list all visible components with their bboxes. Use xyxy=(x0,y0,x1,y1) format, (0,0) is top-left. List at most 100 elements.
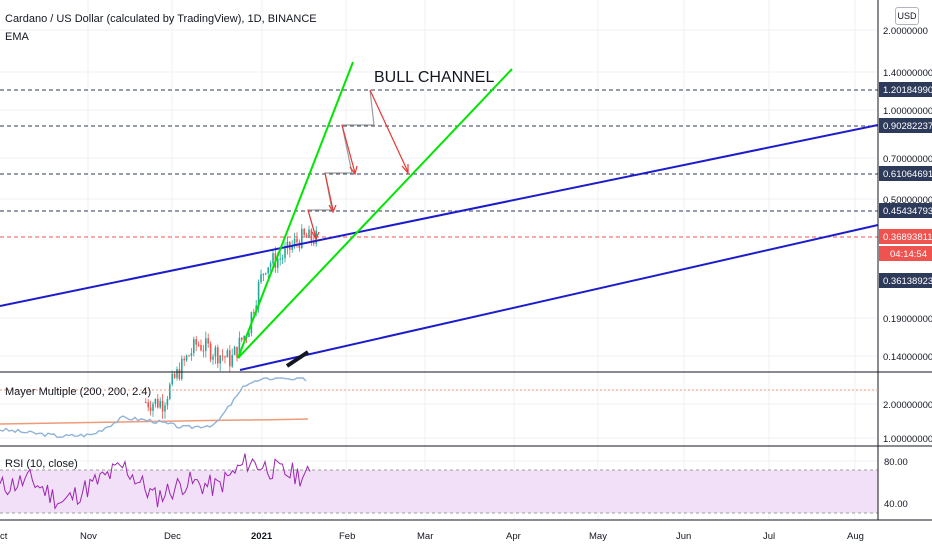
time-label: Dec xyxy=(164,531,181,542)
candle-body xyxy=(193,339,195,354)
candle-body xyxy=(236,346,238,358)
candle-body xyxy=(154,398,157,404)
candle-body xyxy=(253,312,255,314)
time-label: Aug xyxy=(847,531,864,542)
bull-channel-lower[interactable] xyxy=(237,68,513,359)
candle-body xyxy=(205,338,207,351)
chart-title[interactable]: Cardano / US Dollar (calculated by Tradi… xyxy=(5,13,317,25)
price-levels xyxy=(0,89,878,238)
candle-body xyxy=(178,369,181,379)
price-tag xyxy=(879,166,932,181)
trend-arrow-stub xyxy=(285,350,310,368)
candle-body xyxy=(296,238,298,243)
candle-body xyxy=(221,355,224,357)
candle-body xyxy=(161,400,164,412)
time-label: 2021 xyxy=(251,531,273,542)
candle-body xyxy=(284,248,286,259)
price-tag xyxy=(879,82,932,97)
grid xyxy=(0,0,878,520)
projection-up-path xyxy=(307,89,375,239)
mayer-tick: 1.00000000 xyxy=(883,434,932,445)
price-tag-label: 0.61064691 xyxy=(883,169,932,180)
candle-body xyxy=(269,263,272,268)
candle-body xyxy=(267,267,269,274)
price-tag xyxy=(879,203,932,218)
candle-body xyxy=(147,402,149,408)
rsi-tick: 40.00 xyxy=(884,499,908,510)
price-tick: 0.14000000 xyxy=(883,352,932,363)
mayer-pane-title[interactable]: Mayer Multiple (200, 200, 2.4) xyxy=(5,386,152,398)
candle-body xyxy=(224,356,226,358)
price-tick: 0.50000000 xyxy=(883,195,932,206)
candle-body xyxy=(145,402,147,404)
mayer-line xyxy=(0,377,307,438)
candle-body xyxy=(291,244,293,250)
time-label: Feb xyxy=(339,531,355,542)
price-tag-label: 0.36138923 xyxy=(883,276,932,287)
rsi-pane-title[interactable]: RSI (10, close) xyxy=(5,458,78,470)
candle-body xyxy=(260,274,262,282)
trend-line-upper[interactable] xyxy=(0,124,879,307)
price-tick: 0.19000000 xyxy=(883,314,932,325)
candle-body xyxy=(238,337,241,358)
candle-body xyxy=(243,335,245,340)
price-tick: 2.0000000 xyxy=(883,26,928,37)
time-label: Apr xyxy=(506,531,521,542)
candle-body xyxy=(219,355,221,364)
candle-body xyxy=(293,238,296,245)
price-tick: 1.40000000 xyxy=(883,68,932,79)
candle-body xyxy=(248,333,250,338)
time-axis[interactable]: ct Nov Dec 2021 Feb Mar Apr May Jun Jul … xyxy=(0,531,864,542)
candle-body xyxy=(152,403,154,411)
candle-body xyxy=(176,369,178,378)
candle-body xyxy=(173,373,176,378)
mayer-threshold-curve xyxy=(0,418,309,425)
trend-line-lower[interactable] xyxy=(239,224,879,371)
mayer-tick: 2.00000000 xyxy=(883,400,932,411)
candle-body xyxy=(303,228,305,235)
candle-body xyxy=(214,347,217,357)
candle-body xyxy=(279,258,281,260)
time-label: Mar xyxy=(417,531,433,542)
candle-body xyxy=(209,343,212,360)
candle-body xyxy=(200,344,202,351)
price-tick: 1.00000000 xyxy=(883,106,932,117)
time-label: Nov xyxy=(80,531,97,542)
candle-body xyxy=(171,373,173,385)
candle-body xyxy=(166,398,169,406)
price-tag-label: 1.20184990 xyxy=(883,85,932,96)
candle-body xyxy=(195,339,197,345)
candle-body xyxy=(181,358,183,379)
bull-channel-upper[interactable] xyxy=(237,61,354,359)
candle-body xyxy=(265,273,267,275)
candle-body xyxy=(217,347,219,364)
candle-body xyxy=(188,355,190,357)
time-label: Jul xyxy=(763,531,775,542)
rsi-line xyxy=(0,453,311,510)
candle-body xyxy=(157,398,159,408)
candle-body xyxy=(281,258,284,260)
candle-body xyxy=(169,384,171,399)
candle-body xyxy=(231,354,233,367)
time-label: ct xyxy=(0,531,8,542)
indicator-ema-label[interactable]: EMA xyxy=(5,31,29,43)
price-tick: 0.70000000 xyxy=(883,154,932,165)
candle-body xyxy=(197,344,200,346)
price-tag-label: 0.36893811 xyxy=(883,232,932,243)
candle-body xyxy=(229,350,231,367)
currency-badge[interactable]: USD xyxy=(895,7,919,25)
price-tag xyxy=(879,273,932,288)
time-label: Jun xyxy=(676,531,691,542)
bull-channel-label: BULL CHANNEL xyxy=(374,69,494,86)
price-axis[interactable]: 2.0000000 1.40000000 1.00000000 0.700000… xyxy=(883,26,932,363)
candle-body xyxy=(301,228,303,249)
candle-body xyxy=(159,400,161,408)
candle-body xyxy=(164,405,166,412)
time-label: May xyxy=(589,531,607,542)
candle-body xyxy=(190,353,193,356)
price-tag-label: 0.45434793 xyxy=(883,206,932,217)
candle-body xyxy=(149,407,152,411)
rsi-band xyxy=(0,470,878,513)
price-tag xyxy=(879,118,932,133)
